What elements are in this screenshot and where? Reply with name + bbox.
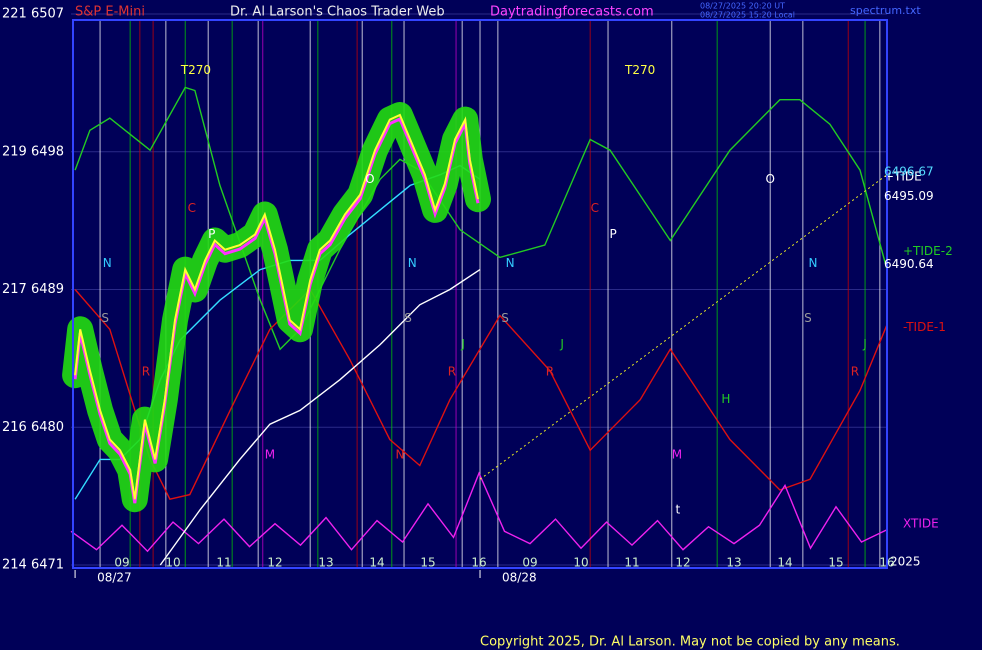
annotation: J	[862, 337, 867, 351]
x-tick-label: 15	[828, 556, 843, 570]
timestamp: 08/27/2025 20:20 UT	[700, 2, 785, 11]
annotation: R	[448, 365, 456, 379]
x-tick-label: 12	[267, 556, 282, 570]
x-tick-label: 13	[318, 556, 333, 570]
x-tick-label: 14	[777, 556, 792, 570]
annotation: J	[559, 337, 564, 351]
x-tick-label: 13	[726, 556, 741, 570]
x-tick-label: 09	[114, 556, 129, 570]
y-tick-label: 216 6480	[2, 420, 64, 435]
date-label: 08/27	[97, 571, 132, 585]
copyright: Copyright 2025, Dr. Al Larson. May not b…	[480, 635, 900, 650]
series-line	[74, 288, 888, 501]
annotation: S	[501, 311, 509, 325]
annotation: P	[610, 227, 617, 241]
annotation: S	[804, 311, 812, 325]
x-tick-label: 12	[675, 556, 690, 570]
annotation: O	[765, 172, 774, 186]
x-tick-label: 11	[624, 556, 639, 570]
annotation: N	[103, 256, 112, 270]
series-line	[70, 471, 888, 553]
y-tick-label: 221 6507	[2, 7, 64, 22]
x-tick-label: 10	[573, 556, 588, 570]
plot-area	[62, 13, 888, 568]
annotation: R	[851, 365, 859, 379]
plot-frame	[72, 19, 888, 569]
last-value: 6496.67	[884, 165, 934, 179]
annotation: R	[142, 365, 150, 379]
x-tick-label: 10	[165, 556, 180, 570]
last-value: 6490.64	[884, 257, 934, 271]
y-tick-label: 217 6489	[2, 282, 64, 297]
x-tick-label: 16	[879, 556, 894, 570]
annotation: C	[188, 201, 196, 215]
y-tick-label: 214 6471	[2, 558, 64, 573]
annotation: N	[395, 447, 404, 461]
annotation: N	[809, 256, 818, 270]
y-tick-label: 219 6498	[2, 144, 64, 159]
series-line	[159, 269, 481, 566]
annotation: R	[546, 365, 554, 379]
x-tick-label: 16	[471, 556, 486, 570]
x-tick-label: 09	[522, 556, 537, 570]
annotation: T270	[180, 63, 211, 77]
annotation: H	[721, 392, 730, 406]
year-label: 2025	[890, 555, 921, 569]
date-label: 08/28	[502, 571, 537, 585]
x-tick-label: 14	[369, 556, 384, 570]
annotation: t	[676, 502, 681, 516]
chart-title: Dr. Al Larson's Chaos Trader Web	[230, 5, 445, 20]
annotation: N	[408, 256, 417, 270]
x-tick-label: 11	[216, 556, 231, 570]
annotation: P	[208, 227, 215, 241]
site: Daytradingforecasts.com	[490, 5, 654, 20]
file-name: spectrum.txt	[850, 4, 921, 17]
timestamp: 08/27/2025 15:20 Local	[700, 11, 795, 20]
series-name: -TIDE-1	[903, 320, 946, 334]
annotation: T270	[624, 63, 655, 77]
annotation: S	[404, 311, 412, 325]
x-tick-label: 15	[420, 556, 435, 570]
annotation: N	[506, 256, 515, 270]
series-name: +TIDE-2	[903, 244, 953, 258]
annotation: M	[672, 447, 682, 461]
annotation: J	[460, 337, 465, 351]
last-value: 6495.09	[884, 189, 934, 203]
annotation: M	[265, 447, 275, 461]
series-line	[74, 113, 479, 500]
symbol: S&P E-Mini	[75, 5, 145, 20]
series-name: XTIDE	[903, 516, 939, 530]
annotation: S	[101, 311, 109, 325]
annotation: C	[591, 201, 599, 215]
tide-label: +TIDE	[884, 170, 922, 184]
annotation: O	[365, 172, 374, 186]
